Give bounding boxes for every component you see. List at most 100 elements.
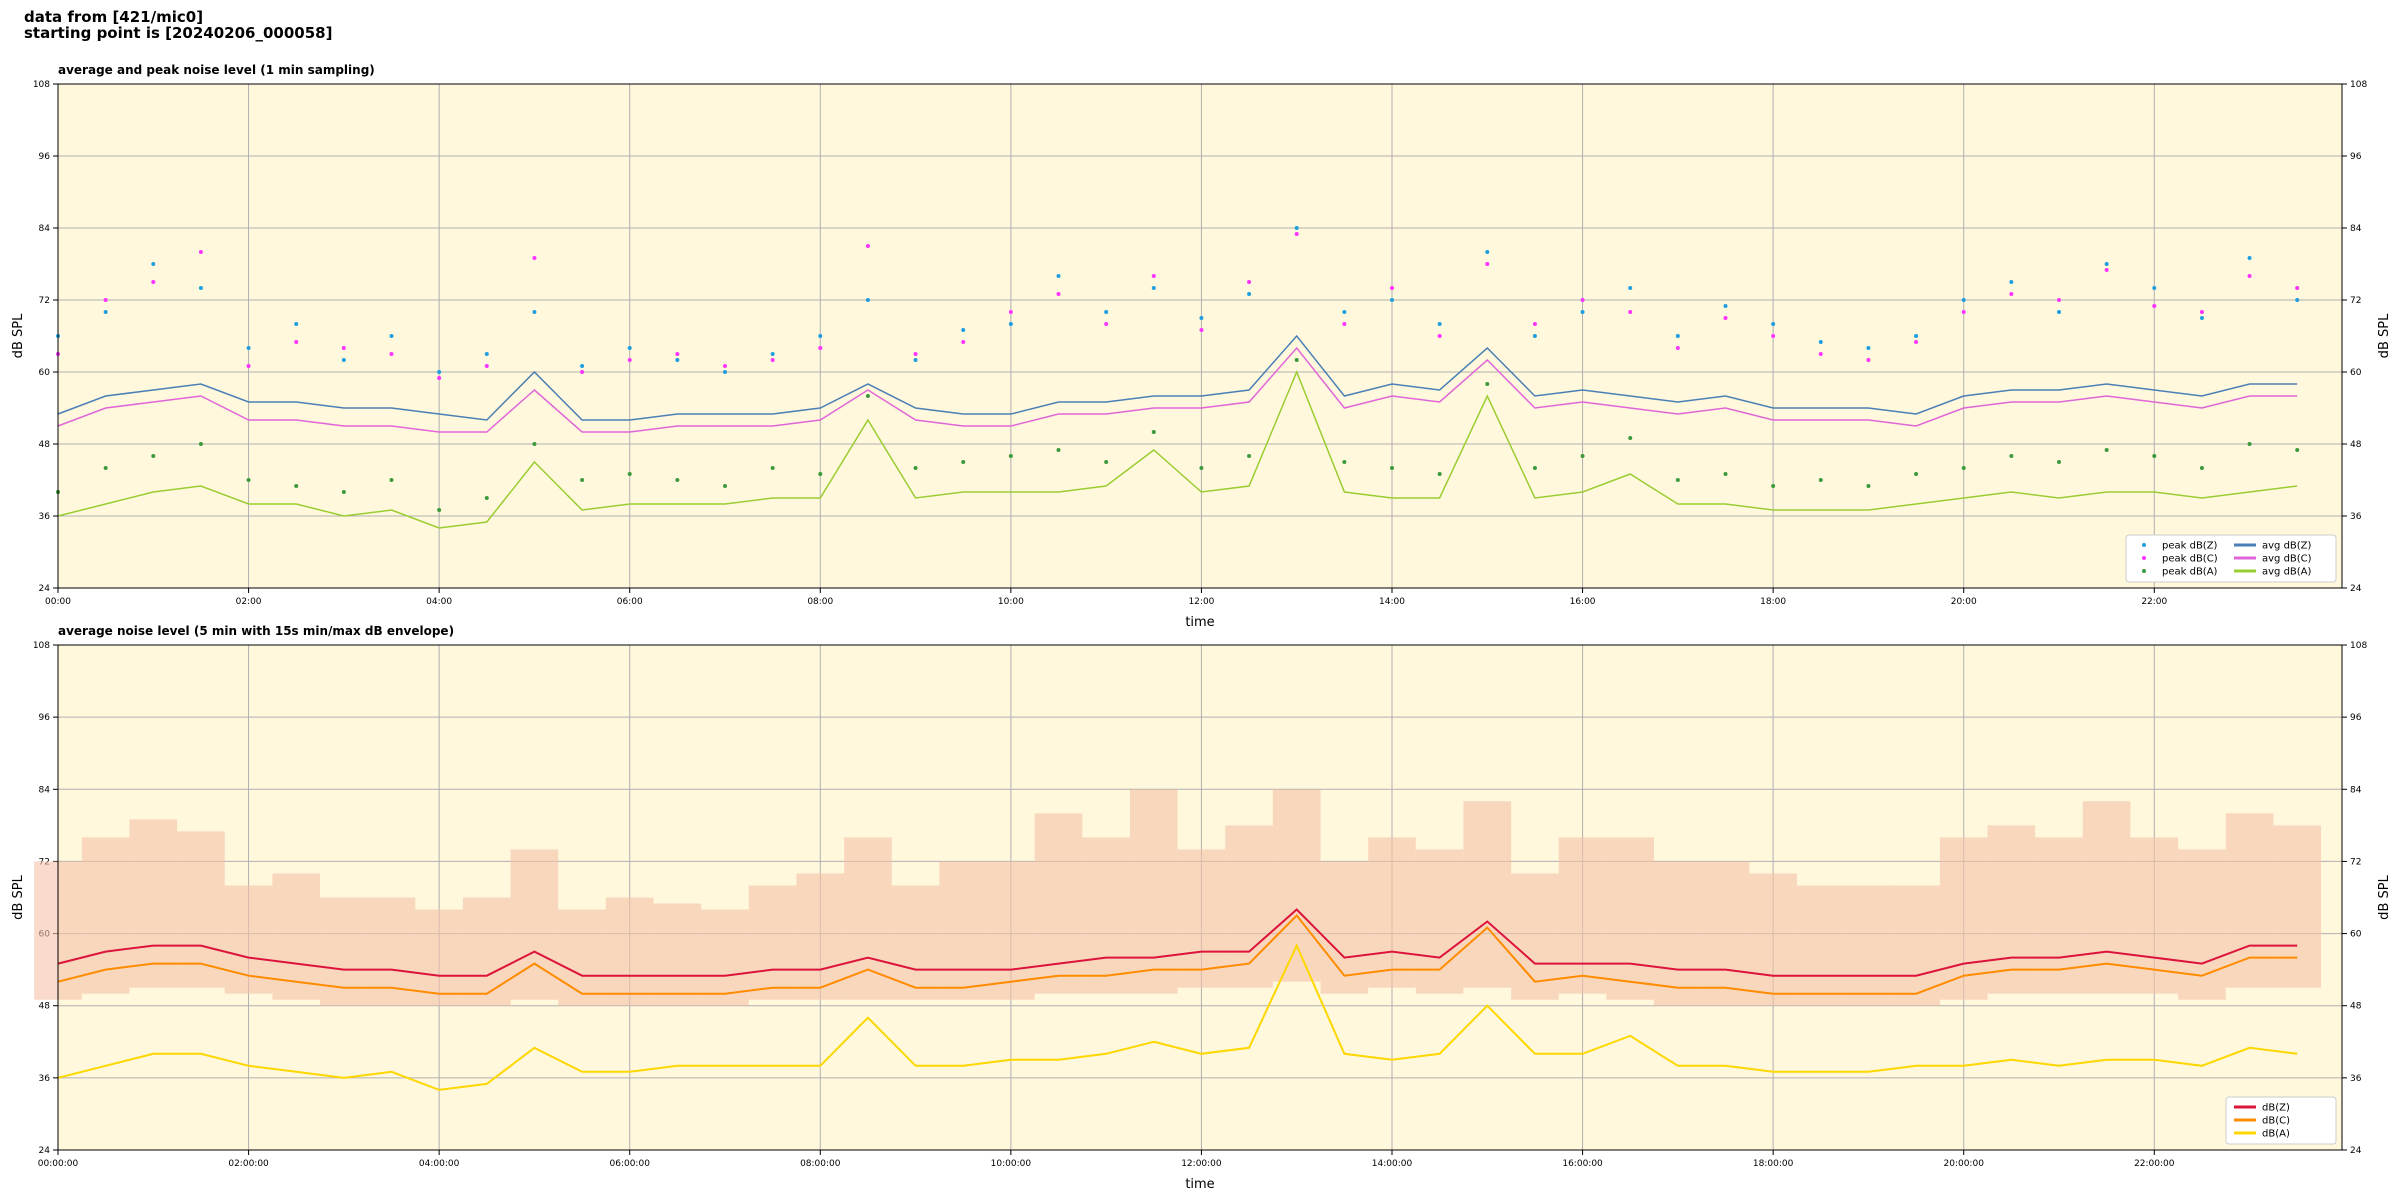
peak-point [580, 478, 585, 482]
peak-point [341, 346, 346, 350]
legend-label: dB(A) [2262, 1129, 2290, 1140]
peak-point [1247, 280, 1252, 284]
peak-point [865, 298, 870, 302]
y-tick-label: 48 [2350, 1002, 2362, 1012]
envelope-band [1796, 885, 1845, 1006]
peak-point [1390, 286, 1395, 290]
peak-point [2295, 298, 2300, 302]
peak-point [1199, 316, 1204, 320]
peak-point [1485, 382, 1490, 386]
peak-point [2009, 454, 2014, 458]
envelope-band [1939, 837, 1988, 1000]
peak-point [2057, 460, 2062, 464]
y-tick-label: 72 [2350, 857, 2361, 867]
peak-point [198, 286, 203, 290]
y-tick-label: 84 [39, 785, 51, 795]
legend-label: avg dB(C) [2262, 554, 2312, 565]
peak-point [1914, 340, 1919, 344]
peak-point [1104, 460, 1109, 464]
peak-point [1104, 310, 1109, 314]
peak-point [961, 460, 966, 464]
peak-point [723, 484, 728, 488]
peak-point [1818, 340, 1823, 344]
peak-point [1437, 322, 1442, 326]
plot-background [58, 84, 2342, 588]
x-tick-label: 20:00:00 [1944, 1159, 1985, 1169]
peak-point [770, 358, 775, 362]
peak-point [1485, 250, 1490, 254]
peak-point [1675, 346, 1680, 350]
peak-point [246, 346, 251, 350]
peak-point [151, 280, 156, 284]
plot-frame [57, 644, 2343, 1151]
x-tick-label: 08:00 [807, 597, 833, 607]
peak-point [437, 376, 442, 380]
peak-point [1580, 310, 1585, 314]
peak-point [151, 454, 156, 458]
envelope-band [1177, 849, 1226, 988]
peak-point [818, 346, 823, 350]
y-tick-label: 24 [2350, 584, 2362, 594]
y-tick-label: 96 [39, 152, 51, 162]
envelope-band [1320, 861, 1369, 994]
peak-point [294, 340, 299, 344]
peak-point [1008, 454, 1013, 458]
peak-point [151, 262, 156, 266]
series-line [57, 370, 2298, 529]
envelope-band [558, 909, 606, 1006]
legend-marker [2142, 569, 2146, 573]
envelope-band [1225, 825, 1273, 988]
series-line [57, 943, 2298, 1091]
peak-point [770, 352, 775, 356]
x-tick-label: 20:00 [1951, 597, 1977, 607]
envelope-band [748, 885, 797, 1000]
x-tick-label: 16:00:00 [1562, 1159, 1603, 1169]
peak-point [1008, 310, 1013, 314]
peak-point [1247, 454, 1252, 458]
peak-point [246, 364, 251, 368]
peak-point [1961, 310, 1966, 314]
legend-label: avg dB(Z) [2262, 541, 2312, 552]
header-line: starting point is [20240206_000058] [24, 24, 332, 42]
peak-point [627, 358, 632, 362]
y-tick-label: 72 [2350, 296, 2361, 306]
y-tick-label: 84 [2350, 224, 2362, 234]
x-tick-label: 02:00:00 [228, 1159, 269, 1169]
peak-point [484, 364, 489, 368]
peak-point [246, 478, 251, 482]
x-tick-label: 04:00 [426, 597, 452, 607]
envelope-band [796, 873, 845, 1000]
peak-point [294, 322, 299, 326]
peak-point [2295, 448, 2300, 452]
peak-point [1914, 334, 1919, 338]
peak-point [198, 250, 203, 254]
y-tick-label: 60 [2350, 930, 2362, 940]
envelope-band [272, 873, 321, 1000]
peak-point [389, 352, 394, 356]
peak-point [2104, 448, 2109, 452]
envelope-band [1654, 861, 1702, 1006]
peak-point [484, 352, 489, 356]
envelope-band [1987, 825, 2036, 994]
peak-point [103, 466, 108, 470]
envelope-band [1606, 837, 1655, 1000]
peak-point [532, 256, 537, 260]
peak-point [770, 466, 775, 470]
peak-point [1866, 484, 1871, 488]
peak-point [1818, 478, 1823, 482]
peak-point [2057, 298, 2062, 302]
peak-point [1390, 466, 1395, 470]
peak-point [341, 358, 346, 362]
peak-point [580, 370, 585, 374]
peak-point [1437, 472, 1442, 476]
peak-point [1056, 448, 1061, 452]
envelope-band [1272, 789, 1321, 982]
legend-label: peak dB(A) [2162, 567, 2218, 578]
y-axis-label: dB SPL [2377, 313, 2392, 358]
peak-point [103, 310, 108, 314]
peak-point [1390, 298, 1395, 302]
peak-point [723, 370, 728, 374]
peak-point [103, 298, 108, 302]
peak-point [913, 466, 918, 470]
